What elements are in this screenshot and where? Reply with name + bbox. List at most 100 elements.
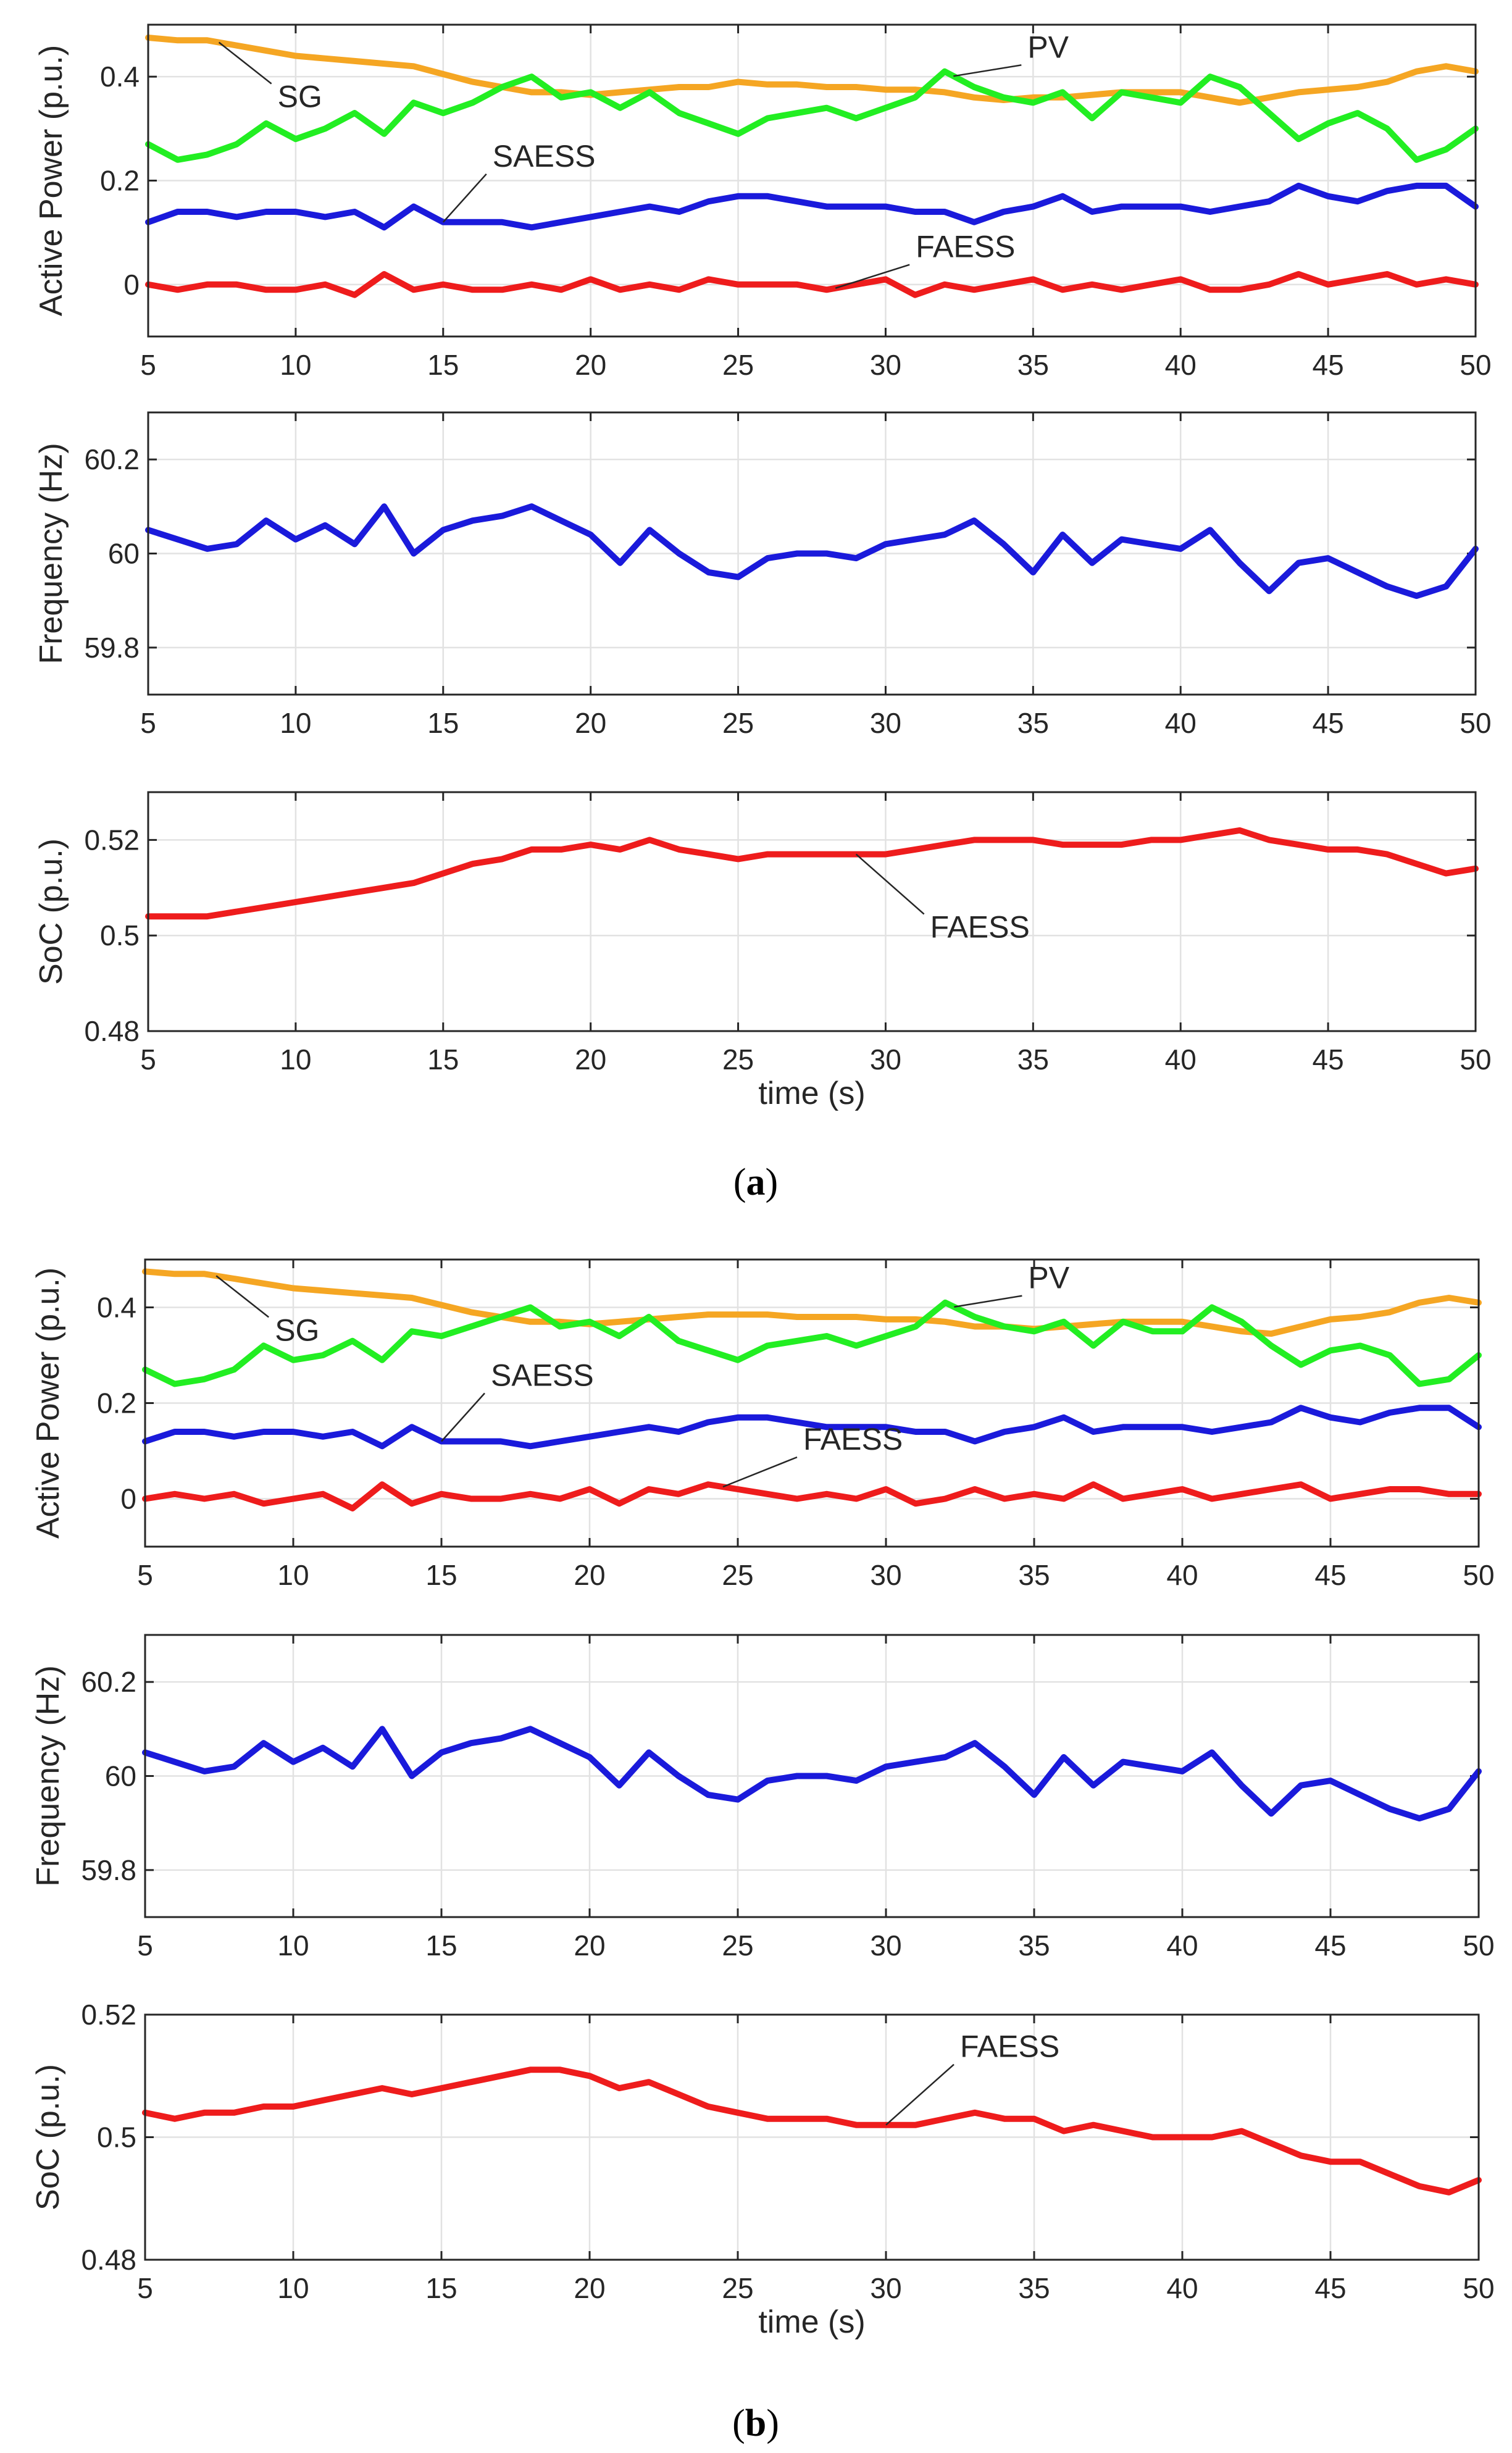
y-axis-label: Active Power (p.u.) [33,45,69,316]
annotation-leader [885,2063,954,2126]
annotation-leader [722,1456,798,1488]
chart-b_soc: 5 10 15 20 25 30 35 40 45 50 0.48 0.5 0.52 SoC (p.u.)… [30,1999,1495,2340]
y-tick-label: 0.52 [81,1999,136,2031]
annotation-label-faess: FAESS [960,2029,1059,2064]
y-tick-label: 59.8 [84,632,140,664]
caption-b: (b) [732,2402,779,2444]
chart-a_freq: 5 10 15 20 25 30 35 40 45 50 59.8 60 60.2 Frequency (… [33,411,1492,739]
annotation-leader [855,853,925,915]
x-tick-label: 50 [1463,1929,1494,1962]
x-tick-label: 45 [1314,2272,1346,2304]
axes-frame [144,1258,1480,1548]
x-tick-label: 25 [722,1043,754,1076]
x-tick-label: 35 [1018,2272,1050,2304]
x-axis-label: time (s) [758,2304,865,2340]
x-tick-label: 25 [722,2272,753,2304]
x-tick-label: 30 [870,349,901,381]
y-tick-label: 0.2 [97,1387,136,1419]
series-line-sg [142,1268,1482,1337]
x-tick-label: 5 [140,707,156,739]
series-line-pv [142,1299,1482,1387]
x-tick-label: 10 [277,2272,309,2304]
x-tick-label: 15 [427,1043,459,1076]
x-tick-label: 40 [1166,2272,1198,2304]
x-tick-label: 45 [1314,1929,1346,1962]
x-tick-label: 40 [1165,1043,1197,1076]
y-tick-label: 60 [108,538,140,570]
x-tick-label: 40 [1165,349,1197,381]
x-tick-label: 45 [1313,707,1344,739]
x-tick-label: 35 [1018,1559,1050,1591]
chart-a_soc: 5 10 15 20 25 30 35 40 45 50 0.48 0.5 0.52 SoC (p.u.)… [33,791,1492,1111]
x-tick-label: 25 [722,349,754,381]
y-tick-label: 0.2 [100,165,140,197]
annotation-leader [442,173,487,223]
y-tick-label: 60.2 [81,1666,136,1698]
x-tick-label: 35 [1017,707,1049,739]
x-tick-label: 40 [1166,1559,1198,1591]
series-line-saess [145,182,1479,231]
annotation-label-pv: PV [1027,30,1069,64]
y-tick-label: 0.48 [81,2244,136,2276]
x-tick-label: 35 [1018,1929,1050,1962]
y-axis-label: SoC (p.u.) [33,838,69,985]
axes-frame [144,1634,1480,1918]
annotation-label-faess: FAESS [930,910,1030,945]
x-tick-label: 45 [1313,1043,1344,1076]
annotation-label-faess: FAESS [916,230,1015,264]
x-tick-label: 30 [870,2272,901,2304]
series-line-faess [145,271,1479,298]
x-tick-label: 35 [1017,1043,1049,1076]
caption-a: (a) [733,1161,778,1203]
x-tick-label: 50 [1460,707,1491,739]
y-tick-label: 0.4 [100,61,140,93]
x-tick-label: 40 [1165,707,1197,739]
x-tick-label: 35 [1017,349,1049,381]
axes-frame [144,2013,1480,2261]
annotation-leader [954,1295,1022,1308]
series-line-pv [145,68,1479,163]
x-tick-label: 15 [425,1559,457,1591]
x-tick-label: 30 [870,707,901,739]
x-axis-label: time (s) [758,1076,865,1111]
x-tick-label: 5 [137,1559,153,1591]
series-line-frequency [142,1726,1482,1822]
axes-frame [147,411,1477,696]
y-tick-label: 0.52 [84,824,140,856]
x-tick-label: 15 [427,707,459,739]
x-tick-label: 10 [280,1043,311,1076]
x-tick-label: 50 [1460,349,1491,381]
axes-frame [147,23,1477,338]
x-tick-label: 5 [137,1929,153,1962]
annotation-leader [835,264,910,289]
series-line-frequency [145,503,1479,600]
annotation-leader [953,64,1022,77]
series-line-saess [142,1405,1482,1450]
y-axis-label: Active Power (p.u.) [30,1268,66,1539]
annotation-label-pv: PV [1028,1261,1069,1295]
x-tick-label: 30 [870,1043,901,1076]
x-tick-label: 20 [575,707,606,739]
annotation-label-sg: SG [278,80,322,114]
annotation-leader [218,41,272,85]
x-tick-label: 15 [425,1929,457,1962]
x-tick-label: 45 [1313,349,1344,381]
annotation-leader [215,1275,269,1318]
chart-a_power: 5 10 15 20 25 30 35 40 45 50 0 0.2 0.4 Active Power (… [33,23,1492,381]
x-tick-label: 10 [277,1559,309,1591]
y-axis-label: Frequency (Hz) [33,443,69,664]
x-tick-label: 25 [722,1929,753,1962]
x-tick-label: 25 [722,1559,753,1591]
x-tick-label: 10 [280,707,311,739]
chart-b_freq: 5 10 15 20 25 30 35 40 45 50 59.8 60 60.2 Frequency (… [30,1634,1495,1962]
y-tick-label: 0 [120,1483,136,1515]
series-line-faess [142,1481,1482,1511]
x-tick-label: 20 [575,1043,606,1076]
y-tick-label: 0.5 [100,919,140,951]
x-tick-label: 40 [1166,1929,1198,1962]
y-tick-label: 59.8 [81,1854,136,1886]
series-line-sg [145,35,1479,106]
annotation-leader [441,1392,485,1442]
series-line-faess [145,827,1479,920]
y-tick-label: 0 [123,269,140,301]
